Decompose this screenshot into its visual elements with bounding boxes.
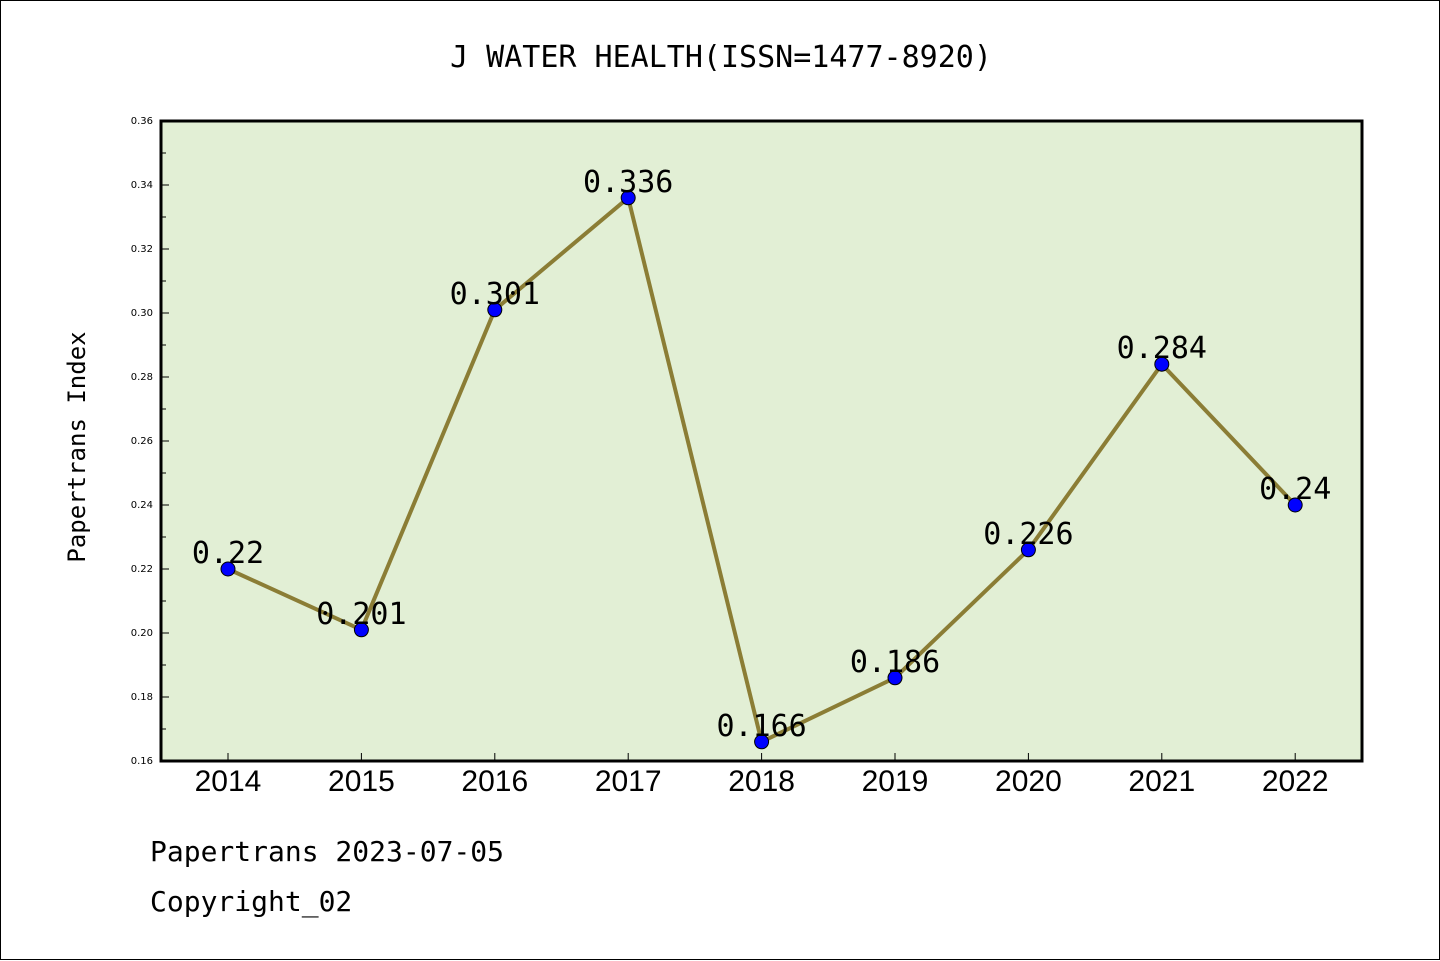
chart-title: J WATER HEALTH(ISSN=1477-8920): [450, 40, 992, 75]
y-tick-label: 0.16: [131, 756, 153, 767]
data-point: [1154, 356, 1170, 372]
data-label: 0.22: [192, 536, 264, 571]
data-label: 0.284: [1117, 331, 1207, 366]
y-tick-label: 0.24: [131, 500, 153, 511]
data-label: 0.24: [1259, 472, 1331, 507]
data-point: [220, 561, 236, 577]
x-tick-label: 2018: [728, 765, 795, 798]
y-tick-label: 0.26: [131, 436, 153, 447]
x-tick-label: 2022: [1262, 765, 1329, 798]
data-point: [1020, 542, 1036, 558]
data-point: [1287, 497, 1303, 513]
x-tick-label: 2019: [862, 765, 929, 798]
y-tick-label: 0.18: [131, 692, 153, 703]
y-tick-label: 0.22: [131, 564, 153, 575]
data-point: [887, 670, 903, 686]
data-label: 0.301: [450, 277, 540, 312]
y-tick-label: 0.20: [131, 628, 153, 639]
data-label: 0.201: [316, 597, 406, 632]
y-axis-label: Papertrans Index: [63, 331, 91, 562]
y-tick-label: 0.28: [131, 372, 153, 383]
data-label: 0.186: [850, 645, 940, 680]
x-tick-label: 2020: [995, 765, 1062, 798]
x-tick-label: 2014: [195, 765, 262, 798]
data-label: 0.166: [716, 709, 806, 744]
x-tick-label: 2015: [328, 765, 395, 798]
footer-copyright: Copyright_02: [150, 885, 353, 918]
y-tick-label: 0.36: [131, 116, 153, 127]
plot-area: [161, 121, 1362, 761]
y-tick-label: 0.32: [131, 244, 153, 255]
data-point: [754, 734, 770, 750]
plot-border: [159, 119, 1364, 763]
x-tick-label: 2016: [461, 765, 528, 798]
x-tick-label: 2021: [1128, 765, 1195, 798]
y-tick-label: 0.30: [131, 308, 153, 319]
y-tick-label: 0.34: [131, 180, 153, 191]
data-point: [487, 302, 503, 318]
data-label: 0.226: [983, 517, 1073, 552]
data-point: [353, 622, 369, 638]
footer-date: Papertrans 2023-07-05: [150, 835, 505, 868]
data-point: [620, 190, 636, 206]
data-label: 0.336: [583, 165, 673, 200]
x-tick-label: 2017: [595, 765, 662, 798]
